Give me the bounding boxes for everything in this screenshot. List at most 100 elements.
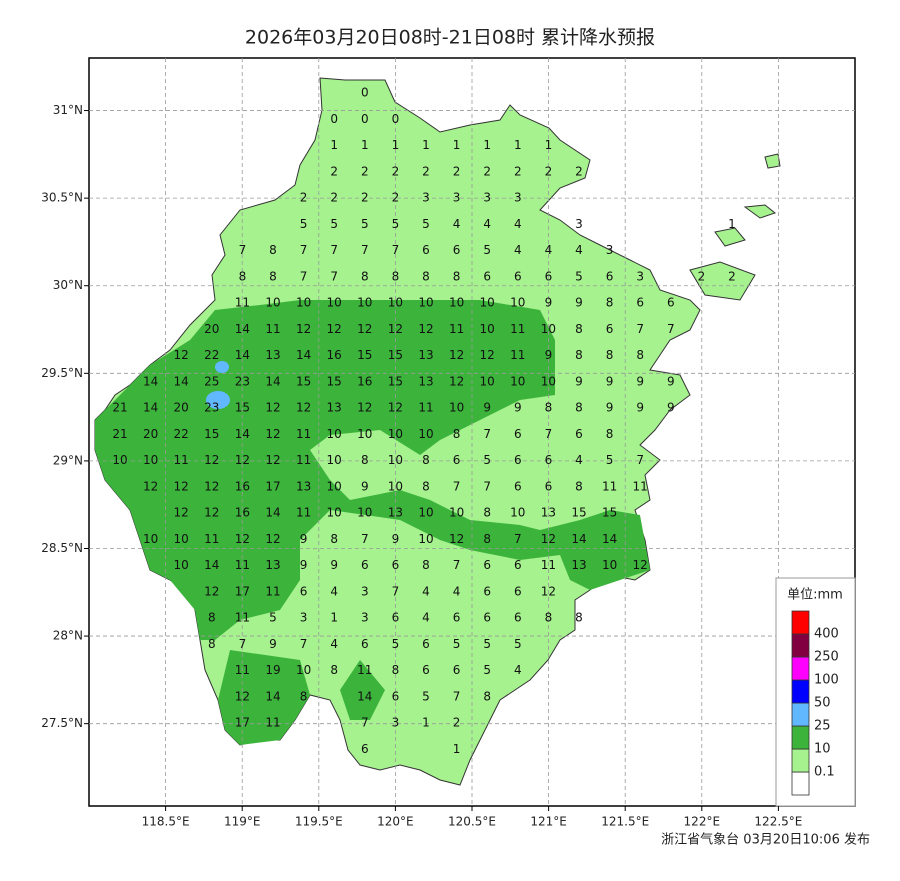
legend-label: 250 — [814, 650, 839, 665]
grid-value: 11 — [296, 453, 311, 467]
grid-value: 3 — [575, 217, 583, 231]
grid-value: 4 — [514, 217, 522, 231]
grid-value: 7 — [300, 243, 308, 257]
grid-value: 12 — [265, 427, 280, 441]
grid-value: 4 — [422, 584, 430, 598]
grid-value: 10 — [510, 506, 525, 520]
grid-value: 11 — [296, 427, 311, 441]
grid-value: 10 — [449, 296, 464, 310]
grid-value: 22 — [174, 427, 189, 441]
grid-value: 2 — [545, 164, 553, 178]
grid-value: 6 — [392, 558, 400, 572]
grid-value: 7 — [239, 243, 247, 257]
grid-value: 6 — [606, 322, 614, 336]
grid-value: 4 — [514, 243, 522, 257]
grid-value: 14 — [357, 689, 372, 703]
grid-value: 3 — [392, 716, 400, 730]
area-10-25 — [340, 660, 385, 720]
grid-value: 12 — [296, 322, 311, 336]
grid-value: 8 — [330, 532, 338, 546]
grid-value: 12 — [327, 322, 342, 336]
grid-value: 22 — [204, 348, 219, 362]
grid-value: 7 — [667, 322, 675, 336]
grid-value: 11 — [265, 322, 280, 336]
grid-value: 6 — [514, 427, 522, 441]
grid-value: 6 — [514, 269, 522, 283]
grid-value: 0 — [361, 86, 369, 100]
grid-value: 10 — [510, 374, 525, 388]
grid-value: 12 — [204, 584, 219, 598]
grid-value: 9 — [300, 532, 308, 546]
grid-value: 5 — [300, 217, 308, 231]
grid-value: 12 — [541, 584, 556, 598]
grid-value: 6 — [392, 611, 400, 625]
grid-value: 10 — [327, 479, 342, 493]
grid-value: 11 — [235, 558, 250, 572]
grid-value: 10 — [388, 479, 403, 493]
grid-value: 12 — [204, 479, 219, 493]
grid-value: 12 — [204, 453, 219, 467]
grid-value: 5 — [483, 453, 491, 467]
grid-value: 4 — [453, 584, 461, 598]
grid-value: 14 — [265, 689, 280, 703]
grid-value: 8 — [300, 689, 308, 703]
grid-value: 8 — [453, 427, 461, 441]
grid-value: 11 — [235, 296, 250, 310]
legend-swatch — [791, 679, 810, 704]
grid-value: 8 — [575, 348, 583, 362]
grid-value: 9 — [269, 637, 277, 651]
grid-value: 3 — [636, 269, 644, 283]
grid-value: 5 — [392, 217, 400, 231]
grid-value: 8 — [330, 663, 338, 677]
grid-value: 9 — [514, 401, 522, 415]
grid-value: 2 — [361, 191, 369, 205]
grid-value: 9 — [330, 558, 338, 572]
grid-value: 10 — [541, 322, 556, 336]
grid-value: 23 — [235, 374, 250, 388]
map-shapes — [94, 77, 781, 786]
grid-value: 10 — [388, 453, 403, 467]
grid-value: 12 — [296, 401, 311, 415]
grid-value: 20 — [204, 322, 219, 336]
grid-value: 11 — [602, 479, 617, 493]
grid-value: 1 — [422, 138, 430, 152]
grid-value: 10 — [541, 374, 556, 388]
grid-value: 3 — [606, 243, 614, 257]
grid-value: 13 — [265, 348, 280, 362]
grid-value: 1 — [483, 138, 491, 152]
x-tick-label: 122°E — [684, 815, 721, 829]
grid-value: 1 — [728, 217, 736, 231]
grid-value: 8 — [361, 269, 369, 283]
grid-value: 1 — [330, 611, 338, 625]
legend-label: 0.1 — [814, 765, 835, 780]
grid-value: 8 — [483, 506, 491, 520]
grid-value: 10 — [388, 427, 403, 441]
grid-value: 11 — [418, 401, 433, 415]
grid-value: 12 — [357, 322, 372, 336]
legend: 单位:mm 0.1 10 25 50 100 250 400 — [775, 577, 856, 807]
grid-value: 12 — [357, 401, 372, 415]
legend-swatch — [791, 702, 810, 727]
grid-value: 8 — [422, 269, 430, 283]
grid-value: 8 — [208, 611, 216, 625]
grid-value: 14 — [235, 427, 250, 441]
grid-value: 15 — [357, 348, 372, 362]
island — [764, 153, 781, 169]
legend-swatch — [791, 633, 810, 658]
grid-value: 4 — [422, 611, 430, 625]
grid-value: 15 — [296, 374, 311, 388]
grid-value: 12 — [265, 453, 280, 467]
grid-value: 4 — [330, 584, 338, 598]
grid-value: 8 — [575, 479, 583, 493]
grid-value: 19 — [265, 663, 280, 677]
grid-value: 14 — [296, 348, 311, 362]
grid-value: 1 — [422, 716, 430, 730]
grid-value: 7 — [514, 532, 522, 546]
grid-value: 4 — [575, 453, 583, 467]
grid-value: 7 — [392, 584, 400, 598]
grid-value: 11 — [357, 663, 372, 677]
grid-value: 7 — [300, 269, 308, 283]
area-10-25 — [95, 300, 650, 640]
grid-value: 6 — [667, 296, 675, 310]
